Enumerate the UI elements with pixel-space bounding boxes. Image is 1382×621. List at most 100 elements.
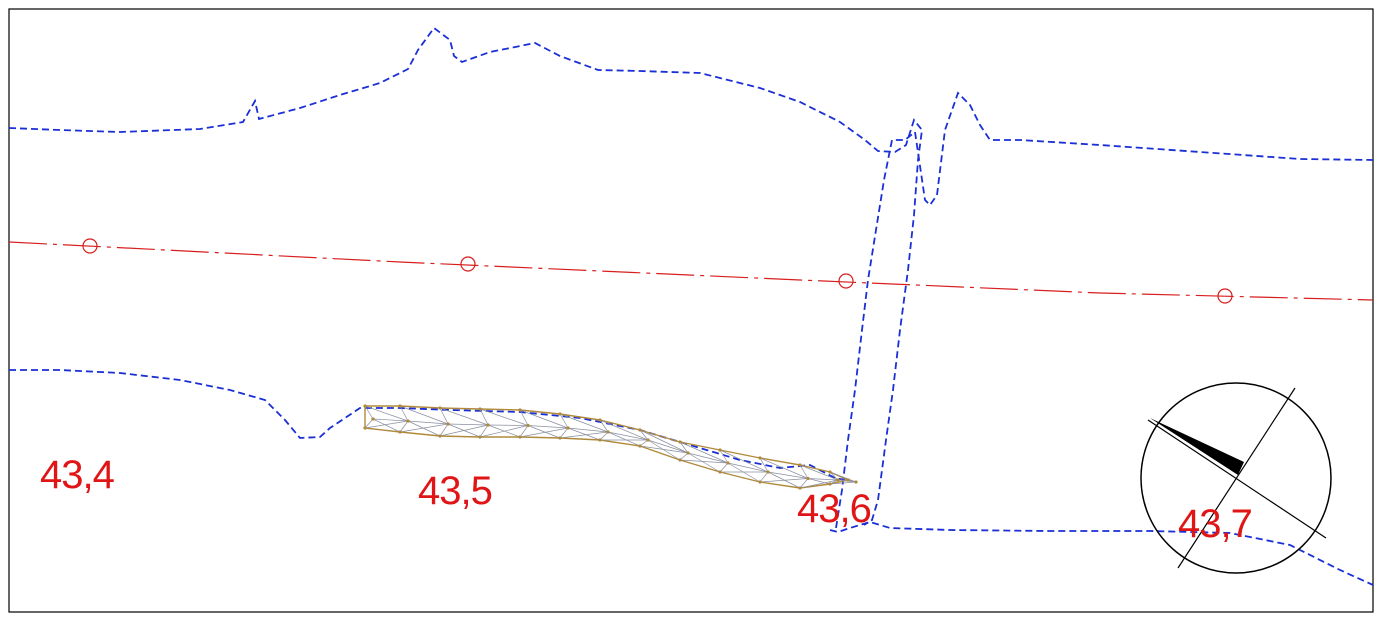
mesh-edge — [439, 407, 481, 410]
mesh-edge — [679, 441, 721, 451]
axis-marker-3[interactable] — [838, 273, 854, 289]
mesh-node — [806, 476, 810, 481]
mesh-edge — [807, 478, 831, 485]
mesh-edge — [487, 424, 529, 426]
mesh-node — [478, 435, 482, 439]
lower-right-boundary-line — [829, 521, 1374, 586]
mesh-edge — [599, 431, 609, 441]
mesh-edge — [559, 413, 609, 433]
mesh-edge — [559, 427, 569, 439]
lower-boundary-line — [9, 369, 846, 481]
mesh-edge — [479, 408, 521, 411]
mesh-node — [726, 461, 730, 465]
mesh-node — [518, 435, 522, 439]
mesh-edge — [679, 459, 721, 473]
mesh-edge — [559, 431, 609, 439]
mesh-edge — [447, 423, 489, 426]
mesh-node — [758, 456, 762, 460]
mesh-edge — [759, 481, 801, 489]
mesh-edge — [679, 441, 689, 454]
compass-axis-line — [1147, 419, 1327, 539]
mesh-node — [398, 404, 402, 408]
mesh-edge — [719, 449, 761, 459]
mesh-edge — [759, 471, 769, 483]
mesh-edge — [639, 445, 681, 461]
mesh-node — [686, 451, 690, 455]
survey-mesh[interactable] — [363, 404, 858, 490]
mesh-node — [371, 417, 375, 421]
mesh-node — [406, 419, 410, 423]
mesh-edge — [407, 420, 449, 425]
mesh-edge — [519, 427, 569, 438]
mesh-edge — [567, 427, 609, 433]
mesh-edge — [829, 481, 857, 485]
mesh-node — [828, 482, 832, 486]
mesh-edge — [527, 425, 569, 429]
mesh-node — [363, 426, 367, 430]
mesh-edge — [399, 405, 409, 422]
mesh-node — [758, 480, 762, 484]
mesh-edge — [439, 435, 481, 438]
mesh-edge — [639, 429, 681, 443]
mesh-edge — [399, 405, 449, 425]
mesh-node — [678, 458, 682, 462]
mesh-edge — [679, 441, 729, 464]
mesh-node — [638, 444, 642, 448]
mesh-edge — [364, 405, 409, 422]
mesh-edge — [599, 419, 641, 431]
mesh-edge — [679, 452, 689, 461]
mesh-edge — [519, 409, 529, 426]
mesh-edge — [687, 452, 729, 464]
mesh-edge — [372, 418, 409, 422]
mesh-edge — [399, 423, 449, 433]
mesh-edge — [639, 429, 649, 441]
mesh-edge — [687, 452, 721, 473]
axis-marker-4[interactable] — [1217, 288, 1233, 304]
mesh-edge — [479, 424, 489, 438]
road-axis-line — [8, 241, 1374, 301]
mesh-node — [486, 423, 490, 427]
mesh-edge — [519, 436, 561, 439]
axis-marker-1[interactable] — [82, 238, 98, 254]
mesh-edge — [639, 429, 689, 454]
compass-needle — [1150, 418, 1244, 475]
upper-boundary-line — [8, 26, 923, 526]
mesh-edge — [647, 439, 689, 454]
mesh-edge — [439, 407, 449, 425]
axis-marker-2[interactable] — [460, 256, 476, 272]
mesh-node — [606, 430, 610, 434]
mesh-edge — [407, 420, 441, 437]
mesh-node — [598, 438, 602, 442]
mesh-node — [438, 434, 442, 438]
mesh-edge — [829, 471, 857, 483]
mesh-node — [718, 470, 722, 474]
mesh-edge — [364, 418, 374, 429]
mesh-edge — [527, 425, 561, 439]
mesh-edge — [399, 431, 441, 437]
mesh-edge — [719, 471, 761, 483]
mesh-edge — [767, 471, 809, 479]
mesh-edge — [439, 423, 449, 437]
mesh-edge — [759, 457, 801, 466]
mesh-edge — [799, 464, 839, 481]
mesh-node — [363, 404, 367, 408]
mesh-edge — [719, 449, 769, 473]
mesh-edge — [439, 407, 489, 426]
mesh-edge — [799, 483, 831, 489]
mesh-node — [798, 463, 802, 467]
mesh-edge — [727, 462, 761, 483]
mesh-node — [526, 423, 530, 428]
mesh-edge — [799, 464, 831, 473]
mesh-edge — [399, 420, 409, 433]
mesh-edge — [567, 427, 601, 441]
mesh-node — [438, 406, 442, 410]
mesh-node — [566, 426, 570, 430]
mesh-node — [846, 478, 850, 482]
mesh-edge — [719, 462, 729, 473]
mesh-edge — [519, 409, 569, 429]
mesh-edge — [607, 431, 641, 447]
mesh-node — [518, 408, 522, 412]
mesh-edge — [519, 409, 561, 415]
